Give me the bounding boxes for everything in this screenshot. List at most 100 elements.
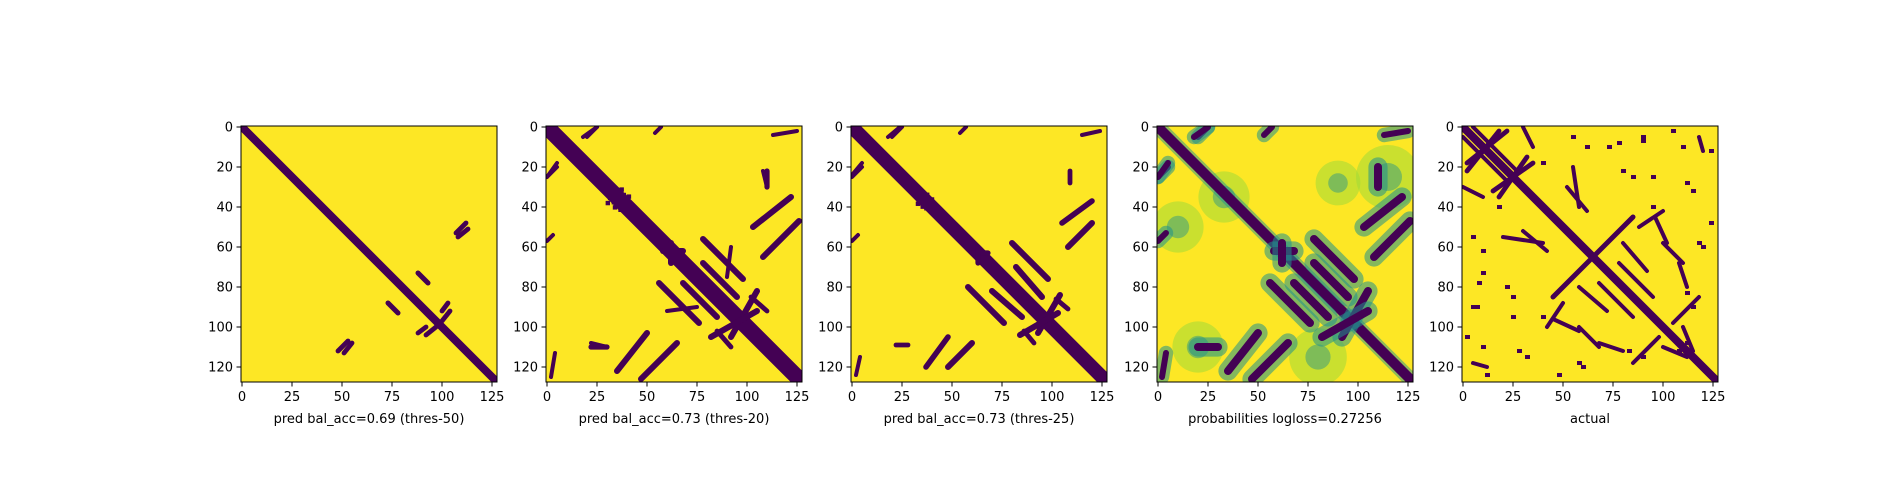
contact-streak <box>1661 345 1689 359</box>
y-tick-label: 120 <box>818 361 843 376</box>
contact-cell <box>619 187 624 192</box>
heatmap-panel: 0 25 50 75 100 125 0 20 40 60 80 100 120 actual <box>1429 121 1725 428</box>
x-tick-label: 50 <box>1250 390 1267 405</box>
contact-streak <box>1577 285 1609 313</box>
x-tick-label: 100 <box>1040 390 1065 405</box>
contact-streak <box>1661 241 1685 265</box>
y-tick-label: 100 <box>513 321 538 336</box>
x-tick-label: 100 <box>1651 390 1676 405</box>
contact-streak <box>415 270 431 286</box>
contact-streak <box>760 218 802 260</box>
diagonal-contacts <box>1462 126 1718 382</box>
y-tick-label: 100 <box>208 321 233 336</box>
y-tick-label: 120 <box>1124 361 1149 376</box>
contact-streak <box>1310 259 1352 301</box>
x-tick-label: 50 <box>639 390 656 405</box>
contact-streak <box>1310 235 1358 283</box>
contact-streak <box>656 280 702 326</box>
x-tick-label: 75 <box>1300 390 1317 405</box>
y-tick-label: 100 <box>1124 321 1149 336</box>
contact-dot <box>1641 139 1646 143</box>
contact-streak <box>989 288 1025 320</box>
x-tick-label: 25 <box>1505 390 1522 405</box>
contact-streak <box>1621 241 1649 273</box>
y-tick-label: 40 <box>826 201 843 216</box>
x-tick-label: 75 <box>994 390 1011 405</box>
contact-streak <box>1157 230 1169 244</box>
x-tick-label: 0 <box>543 390 551 405</box>
contact-streak <box>1266 279 1314 327</box>
probability-blob <box>1315 160 1361 206</box>
contact-streak <box>1191 126 1211 140</box>
contact-streak <box>1677 261 1689 289</box>
contact-streak <box>1261 126 1275 138</box>
contact-streak <box>1013 264 1045 300</box>
x-tick-label: 25 <box>1200 390 1217 405</box>
y-tick-label: 80 <box>1437 281 1454 296</box>
x-tick-label: 50 <box>944 390 961 405</box>
y-tick-label: 40 <box>1132 201 1149 216</box>
contact-streak <box>1462 135 1509 183</box>
axes-frame <box>240 125 498 383</box>
contact-streak <box>1059 198 1095 226</box>
contact-streak <box>546 233 555 243</box>
x-axis-label: pred bal_acc=0.73 (thres-20) <box>579 412 770 427</box>
contact-dot <box>1701 245 1706 249</box>
contact-streak <box>1080 129 1102 137</box>
contact-cell <box>605 200 611 206</box>
contact-dot <box>1617 141 1622 145</box>
contact-dot <box>1677 349 1682 353</box>
contact-streak <box>700 260 740 300</box>
y-tick-label: 40 <box>1437 201 1454 216</box>
contact-streak <box>614 330 650 374</box>
contact-dot <box>1511 315 1516 319</box>
contact-dot <box>1481 249 1486 253</box>
contact-dot <box>1685 291 1690 295</box>
x-tick-label: 75 <box>384 390 401 405</box>
contact-streak <box>1370 217 1413 261</box>
contact-streak <box>1597 341 1625 353</box>
x-tick-label: 125 <box>1090 390 1115 405</box>
y-tick-label: 20 <box>1437 161 1454 176</box>
contact-streak <box>725 245 733 279</box>
contact-dot <box>1525 355 1530 359</box>
contact-streak <box>549 351 557 379</box>
probability-blob-core <box>1305 344 1331 370</box>
heatmap-panel: 0 25 50 75 100 125 0 20 40 60 80 100 120 pred bal_acc… <box>513 121 809 428</box>
x-tick-label: 100 <box>1346 390 1371 405</box>
x-tick-label: 75 <box>689 390 706 405</box>
contact-streak <box>1159 350 1169 380</box>
contact-streak <box>1471 126 1519 173</box>
x-tick-label: 0 <box>238 390 246 405</box>
axes-frame <box>1461 125 1719 383</box>
contact-dot <box>1505 285 1510 289</box>
contact-dot <box>1477 281 1482 285</box>
contact-dot <box>1691 305 1696 309</box>
contact-streak <box>771 129 799 137</box>
y-tick-label: 120 <box>208 361 233 376</box>
y-tick-label: 120 <box>1429 361 1454 376</box>
x-axis-label: pred bal_acc=0.73 (thres-25) <box>884 412 1075 427</box>
contact-streak <box>700 236 746 282</box>
contact-dot <box>1475 305 1480 309</box>
contact-streak <box>1065 220 1095 250</box>
contact-dot <box>1709 149 1714 153</box>
contact-dot <box>1685 341 1690 345</box>
contact-streak <box>581 126 599 139</box>
y-tick-label: 80 <box>216 281 233 296</box>
contact-streak <box>1490 160 1536 194</box>
contact-streak <box>1697 135 1705 153</box>
contact-streak <box>750 194 794 230</box>
contact-streak <box>854 355 862 377</box>
contact-streak <box>748 294 770 314</box>
contact-streak <box>1631 335 1661 365</box>
contact-streak <box>335 338 351 354</box>
contact-streak <box>1551 317 1581 333</box>
contact-streak <box>1360 193 1406 231</box>
x-tick-label: 50 <box>1555 390 1572 405</box>
contact-streak <box>714 328 734 350</box>
y-tick-label: 0 <box>530 121 538 136</box>
x-tick-label: 125 <box>1701 390 1726 405</box>
axes-frame <box>545 125 803 383</box>
